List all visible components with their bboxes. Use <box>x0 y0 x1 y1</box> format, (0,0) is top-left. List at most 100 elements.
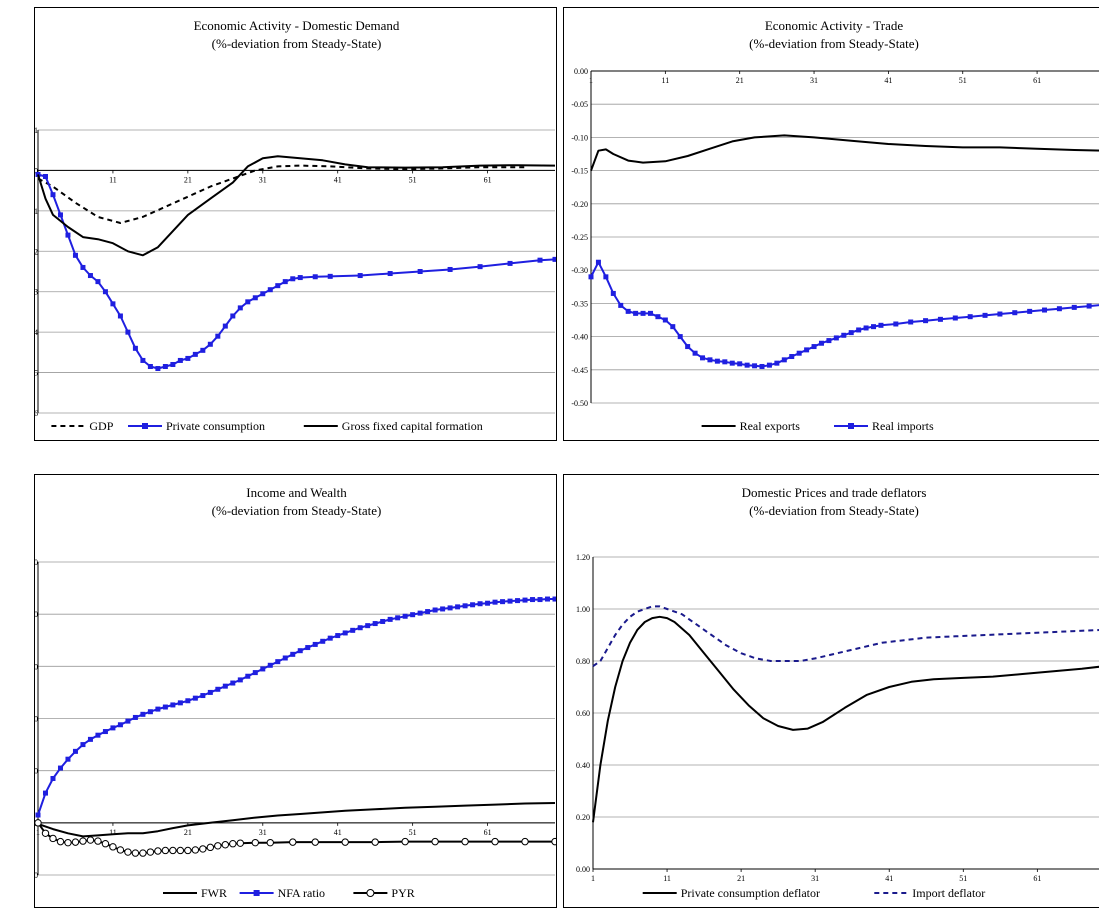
data-point <box>102 729 108 735</box>
legend-label: Private consumption deflator <box>681 886 820 900</box>
series-line-real-exports <box>590 134 1099 171</box>
data-point <box>432 607 438 613</box>
data-point <box>117 313 123 319</box>
chart-subtitle: (%-deviation from Steady-State) <box>212 36 382 51</box>
data-point <box>169 846 177 855</box>
data-point <box>86 836 95 844</box>
data-point <box>320 638 326 644</box>
data-point <box>50 775 56 781</box>
data-point <box>312 641 318 647</box>
y-tick-label: 0.40 <box>576 761 590 770</box>
x-tick-label: 1 <box>591 874 595 883</box>
data-point <box>1027 308 1033 314</box>
data-point <box>417 610 423 616</box>
data-point <box>191 846 200 854</box>
data-point <box>417 269 423 274</box>
data-point <box>387 616 393 622</box>
chart-subtitle: (%-deviation from Steady-State) <box>749 503 919 518</box>
series-line-fwr <box>37 802 556 838</box>
x-tick-label: 61 <box>484 828 492 837</box>
y-tick-label: -0.45 <box>571 366 588 375</box>
chart-title: Economic Activity - Trade <box>765 18 904 33</box>
data-point <box>245 673 251 679</box>
data-point <box>431 837 439 846</box>
legend-item: Real imports <box>834 419 934 433</box>
data-point <box>146 848 155 856</box>
y-tick-label: 1.20 <box>576 553 590 562</box>
data-point <box>230 680 236 686</box>
data-point <box>633 310 639 316</box>
data-point <box>477 601 483 607</box>
data-point <box>110 725 116 731</box>
data-point <box>952 315 958 321</box>
chart-subtitle: (%-deviation from Steady-State) <box>212 503 382 518</box>
y-tick-label: 1.00 <box>576 605 590 614</box>
x-tick-label: 51 <box>409 175 417 184</box>
data-point <box>132 714 138 720</box>
chart-title: Economic Activity - Domestic Demand <box>194 18 400 33</box>
data-point <box>170 702 176 708</box>
data-point <box>937 316 943 322</box>
data-point <box>72 252 78 258</box>
data-point <box>410 612 416 618</box>
data-point <box>199 845 207 853</box>
data-point <box>65 232 71 238</box>
legend-label: Private consumption <box>166 419 265 433</box>
y-tick-label: 0.60 <box>576 709 590 718</box>
data-point <box>161 846 170 855</box>
y-tick-label: -0.30 <box>571 266 588 275</box>
data-point <box>833 335 839 341</box>
data-point <box>162 364 168 370</box>
data-point <box>766 362 772 368</box>
data-point <box>341 838 349 846</box>
data-point <box>357 273 363 279</box>
data-point <box>64 838 72 847</box>
legend-item: NFA ratio <box>239 886 325 900</box>
data-point <box>41 829 50 837</box>
data-point <box>863 325 869 331</box>
data-point <box>215 686 221 692</box>
legend-marker <box>366 889 375 897</box>
data-point <box>237 677 243 683</box>
data-point <box>290 276 296 282</box>
data-point <box>492 599 498 605</box>
data-point <box>229 840 237 848</box>
data-point <box>447 605 453 611</box>
x-tick-label: 61 <box>1033 76 1041 85</box>
data-point <box>923 318 929 324</box>
data-point <box>610 290 616 296</box>
data-point <box>461 837 469 846</box>
data-point <box>796 350 802 356</box>
y-tick-label: -0.40 <box>571 333 588 342</box>
data-point <box>222 683 228 689</box>
data-point <box>491 837 499 846</box>
data-point <box>551 837 556 846</box>
data-point <box>618 302 624 308</box>
data-point <box>251 838 259 847</box>
data-point <box>72 748 78 754</box>
data-point <box>311 838 319 846</box>
data-point <box>357 625 363 631</box>
x-tick-label: 31 <box>810 76 818 85</box>
data-point <box>781 357 787 363</box>
chart-title: Income and Wealth <box>246 485 347 500</box>
y-tick-label: 0.00 <box>576 865 590 874</box>
data-point <box>477 264 483 270</box>
chart-svg: Domestic Prices and trade deflators (%-de… <box>576 485 1099 900</box>
legend-label: Gross fixed capital formation <box>342 419 483 433</box>
data-point <box>455 604 461 610</box>
data-point <box>685 344 691 350</box>
data-point <box>841 332 847 338</box>
data-point <box>908 319 914 325</box>
chart-title: Domestic Prices and trade deflators <box>742 485 927 500</box>
data-point <box>80 742 86 748</box>
y-tick-label: 0.1 <box>35 126 38 135</box>
data-point <box>125 718 131 724</box>
data-point <box>371 838 379 846</box>
data-point <box>848 330 854 336</box>
data-point <box>49 834 57 843</box>
data-point <box>71 838 80 846</box>
y-tick-label: 0.80 <box>576 657 590 666</box>
data-point <box>670 324 676 330</box>
legend-marker <box>848 423 854 429</box>
